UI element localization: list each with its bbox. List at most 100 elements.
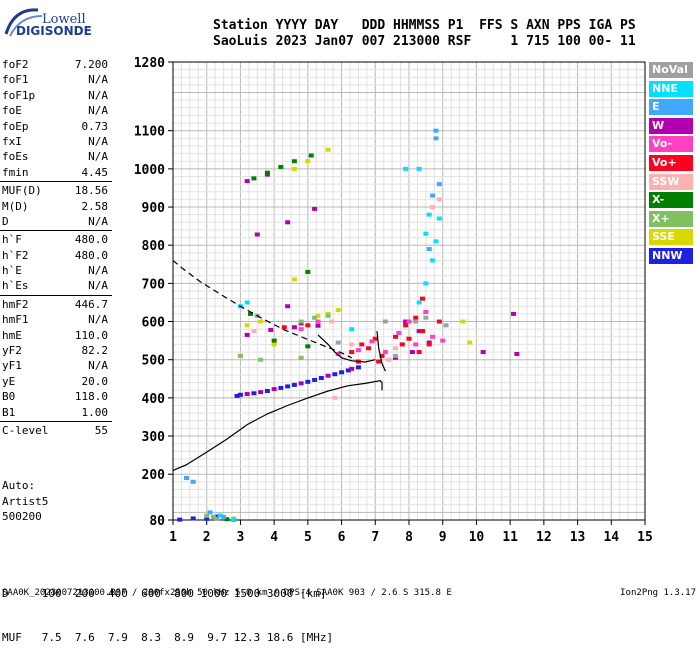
- x-tick-label: 6: [338, 530, 346, 545]
- param-separator: [0, 294, 112, 296]
- param-row: hmF2 446.7: [0, 297, 112, 312]
- param-value: N/A: [88, 214, 108, 228]
- data-point: [177, 517, 183, 522]
- x-tick-label: 12: [536, 530, 552, 545]
- data-point: [403, 166, 409, 171]
- data-point: [210, 514, 216, 519]
- data-point: [430, 258, 436, 263]
- data-point: [298, 381, 304, 386]
- data-point: [244, 392, 250, 397]
- param-name: foF1: [2, 73, 29, 87]
- data-point: [271, 338, 277, 343]
- param-name: foE: [2, 104, 22, 118]
- param-value: N/A: [88, 73, 108, 87]
- x-tick-label: 2: [203, 530, 211, 545]
- param-row: B0 118.0: [0, 389, 112, 404]
- data-point: [312, 377, 318, 382]
- data-point: [271, 387, 277, 392]
- param-value: N/A: [88, 104, 108, 118]
- param-name: C-level: [2, 423, 49, 437]
- data-point: [349, 350, 355, 355]
- legend-item: X-: [649, 192, 693, 209]
- param-row: B1 1.00: [0, 405, 112, 420]
- data-point: [332, 372, 338, 377]
- data-point: [349, 342, 355, 347]
- param-row: foF2 7.200: [0, 57, 112, 72]
- autoscaling-info: Auto: Artist5 500200: [2, 478, 48, 525]
- data-point: [248, 311, 254, 316]
- param-name: fmin: [2, 165, 29, 179]
- data-point: [271, 342, 277, 347]
- data-point: [382, 350, 388, 355]
- legend-item: SSW: [649, 173, 693, 190]
- data-point: [460, 319, 466, 324]
- distance-row: D 100 200 400 600 800 1000 1500 3000 [km…: [2, 587, 327, 600]
- data-point: [436, 197, 442, 202]
- param-name: foEs: [2, 150, 29, 164]
- data-point: [207, 510, 213, 515]
- data-point: [339, 370, 345, 375]
- data-point: [426, 247, 432, 252]
- data-point: [315, 313, 321, 318]
- param-name: h`Es: [2, 279, 29, 293]
- data-point: [443, 323, 449, 328]
- data-point: [433, 239, 439, 244]
- data-point: [315, 323, 321, 328]
- param-value: 18.56: [74, 184, 108, 198]
- param-value: N/A: [88, 313, 108, 327]
- data-point: [298, 327, 304, 332]
- data-point: [345, 368, 351, 373]
- param-name: foF2: [2, 58, 29, 71]
- data-point: [386, 357, 392, 362]
- data-point: [349, 366, 355, 371]
- data-point: [393, 346, 399, 351]
- param-value: 480.0: [74, 233, 108, 247]
- param-row: C-level 55: [0, 423, 112, 438]
- data-point: [423, 309, 429, 314]
- param-name: hmE: [2, 328, 22, 342]
- param-value: 1.00: [81, 405, 109, 419]
- data-point: [305, 379, 311, 384]
- legend-item: NNE: [649, 80, 693, 97]
- data-point: [399, 342, 405, 347]
- data-point: [268, 327, 274, 332]
- data-point: [291, 325, 297, 330]
- y-tick-label: 900: [142, 201, 166, 216]
- legend-item: Vo-: [649, 136, 693, 153]
- data-point: [328, 319, 334, 324]
- data-point: [416, 350, 422, 355]
- data-point: [285, 304, 291, 309]
- param-row: h`F 480.0: [0, 232, 112, 247]
- data-point: [217, 513, 223, 518]
- y-tick-label: 700: [142, 277, 166, 292]
- param-row: h`F2 480.0: [0, 248, 112, 263]
- param-name: D: [2, 214, 9, 228]
- param-value: N/A: [88, 88, 108, 102]
- data-point: [254, 232, 260, 237]
- param-row: yF1 N/A: [0, 358, 112, 373]
- x-tick-label: 4: [270, 530, 278, 545]
- param-name: hmF1: [2, 313, 29, 327]
- data-point: [406, 336, 412, 341]
- data-point: [214, 516, 220, 521]
- x-tick-label: 13: [570, 530, 586, 545]
- header-labels: Station YYYY DAY DDD HHMMSS P1 FFS S AXN…: [213, 18, 636, 33]
- data-point: [359, 342, 365, 347]
- lowell-digisonde-logo: Lowell DIGISONDE: [2, 4, 112, 40]
- data-point: [379, 353, 385, 358]
- data-point: [190, 479, 196, 484]
- param-row: h`E N/A: [0, 263, 112, 278]
- data-point: [190, 516, 196, 521]
- data-point: [244, 332, 250, 337]
- param-row: hmF1 N/A: [0, 312, 112, 327]
- param-row: M(D) 2.58: [0, 199, 112, 214]
- y-tick-label: 600: [142, 316, 166, 331]
- data-point: [416, 166, 422, 171]
- data-point: [419, 296, 425, 301]
- data-point: [234, 393, 240, 398]
- data-point: [244, 300, 250, 305]
- data-point: [413, 342, 419, 347]
- y-tick-label: 200: [142, 468, 166, 483]
- data-point: [423, 231, 429, 236]
- data-point: [409, 350, 415, 355]
